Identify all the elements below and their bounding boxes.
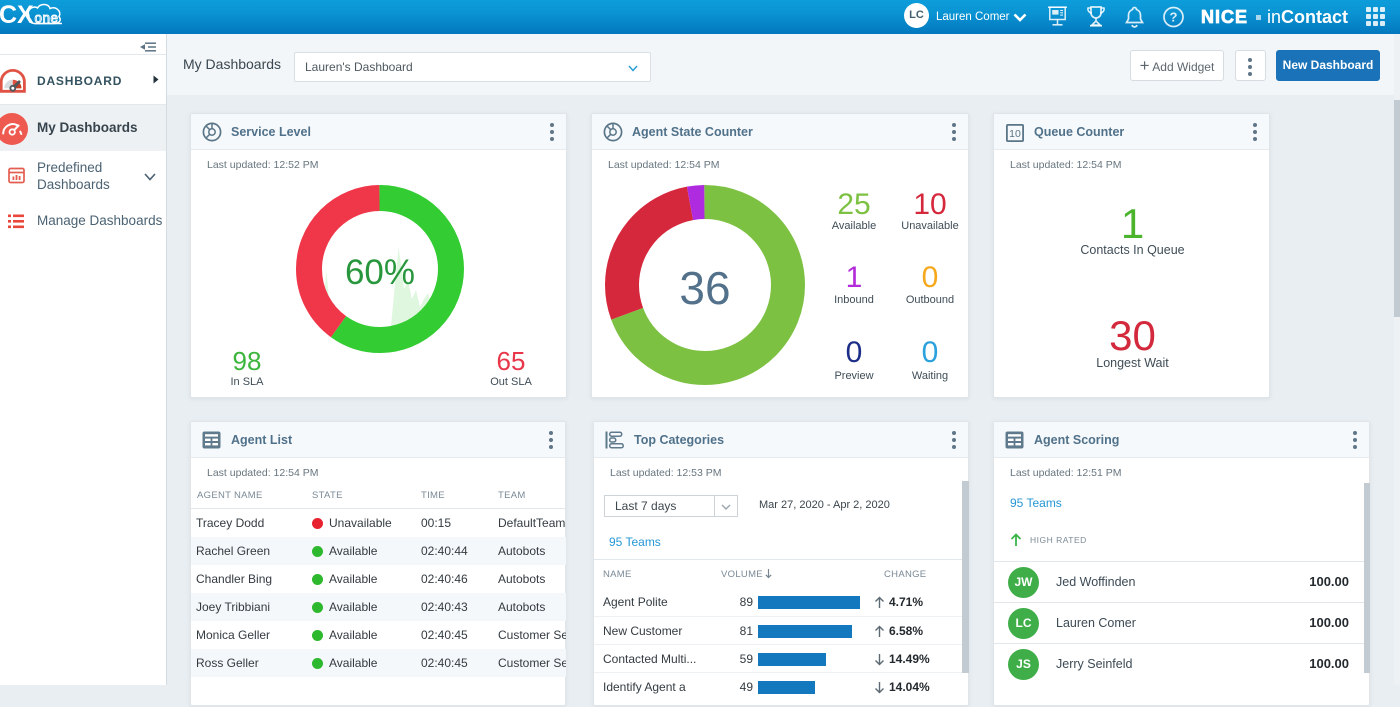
svg-text:10: 10 — [1009, 128, 1021, 140]
svg-text:36: 36 — [679, 262, 730, 314]
svg-text:?: ? — [1170, 10, 1178, 25]
svg-text:60%: 60% — [345, 253, 415, 292]
svg-text:one: one — [35, 11, 59, 26]
